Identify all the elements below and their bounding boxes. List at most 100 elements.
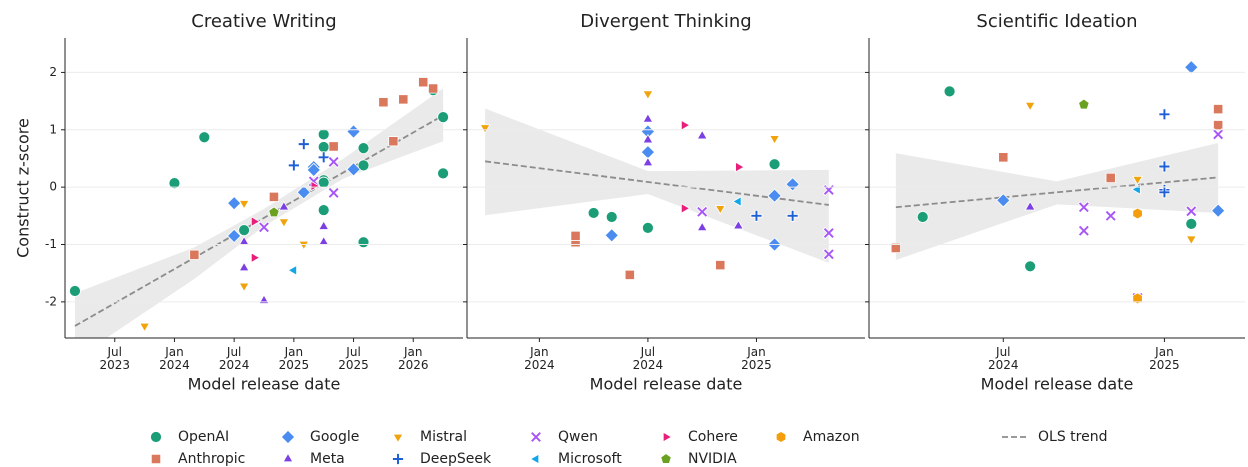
point: [1132, 207, 1143, 220]
legend-label: Mistral: [420, 429, 467, 445]
x-tick-label: Jan 2025: [279, 345, 310, 372]
point: [198, 131, 211, 144]
point: [238, 224, 251, 236]
legend-marker: [150, 453, 162, 465]
legend-marker: [150, 431, 162, 443]
point: [998, 152, 1009, 163]
point: [437, 167, 450, 180]
point: [1213, 120, 1224, 131]
point: [226, 228, 242, 244]
point: [769, 135, 780, 145]
x-tick-label: Jan 2024: [159, 345, 190, 372]
point: [696, 129, 708, 140]
point: [624, 269, 635, 280]
point: [257, 221, 271, 234]
y-tick-label: 1: [49, 122, 57, 136]
point: [786, 209, 799, 222]
point: [680, 119, 691, 131]
point: [604, 228, 619, 243]
legend-label: DeepSeek: [420, 451, 492, 467]
point: [996, 193, 1011, 208]
point: [696, 221, 708, 232]
legend-label: OLS trend: [1038, 429, 1107, 445]
point: [238, 282, 250, 293]
point: [378, 97, 389, 108]
point: [732, 196, 742, 207]
point: [1077, 224, 1090, 237]
trend-line: [74, 114, 444, 327]
x-tick-label: Jan 2026: [398, 345, 429, 372]
point: [250, 216, 261, 228]
panel: -2 -1 0 1 2 Jul 2023 Jan 2024 Jul 2024 Jan 2025 Jul 20…: [14, 11, 463, 394]
point: [268, 206, 280, 218]
x-tick-label: Jul 2025: [338, 345, 369, 372]
confidence-band: [895, 142, 1219, 260]
point: [1184, 60, 1199, 75]
point: [287, 159, 300, 172]
confidence-band: [485, 108, 829, 263]
x-tick-label: Jan 2025: [741, 345, 772, 372]
y-tick-label: 0: [49, 180, 57, 194]
point: [1158, 108, 1171, 121]
point: [735, 161, 745, 173]
point: [306, 162, 321, 178]
point: [328, 141, 339, 152]
point: [1104, 209, 1117, 222]
point: [317, 176, 330, 189]
legend-label: Google: [310, 429, 359, 445]
point: [238, 200, 250, 210]
point: [346, 162, 361, 177]
point: [890, 242, 901, 254]
y-tick-label: -1: [45, 237, 57, 251]
point: [714, 205, 726, 215]
point: [1132, 175, 1144, 186]
x-axis-label: Model release date: [981, 375, 1134, 394]
point: [238, 261, 250, 272]
point: [317, 141, 330, 153]
point: [732, 219, 744, 230]
plot-area: [69, 77, 450, 338]
legend-label: Cohere: [688, 429, 738, 445]
point: [1185, 218, 1198, 230]
point: [822, 226, 835, 240]
point: [1024, 200, 1036, 211]
legend-marker: [775, 431, 787, 443]
point: [139, 322, 151, 333]
point: [750, 209, 763, 222]
point: [642, 156, 654, 167]
panel-title: Creative Writing: [191, 11, 336, 32]
point: [327, 155, 340, 168]
point: [642, 133, 654, 144]
point: [418, 77, 429, 88]
legend-marker: [392, 453, 404, 465]
x-tick-label: Jul 2024: [219, 345, 250, 372]
point: [189, 249, 200, 260]
x-axis-label: Model release date: [590, 375, 743, 394]
point: [310, 180, 321, 192]
legend-label: OpenAI: [178, 429, 229, 445]
point: [1158, 160, 1171, 173]
point: [1024, 101, 1036, 112]
point: [437, 111, 450, 123]
point: [1185, 205, 1198, 218]
point: [296, 185, 311, 200]
point: [298, 240, 310, 251]
point: [605, 211, 618, 223]
point: [767, 188, 782, 203]
point: [398, 94, 409, 105]
y-axis-label: Construct z-score: [14, 118, 33, 258]
legend-marker: [529, 453, 540, 465]
x-axis-label: Model release date: [188, 375, 341, 394]
x-tick-label: Jul 2024: [988, 345, 1019, 372]
x-tick-label: Jan 2025: [1149, 345, 1180, 372]
point: [317, 204, 330, 216]
point: [680, 202, 691, 214]
legend-marker: [662, 431, 673, 443]
legend-marker: [529, 430, 543, 444]
legend-label: Anthropic: [178, 451, 245, 467]
point: [357, 236, 370, 249]
panel-title: Scientific Ideation: [976, 11, 1137, 32]
point: [388, 136, 399, 147]
legend: OpenAI Anthropic Google Meta Mistral DeepSeek…: [150, 429, 1107, 467]
